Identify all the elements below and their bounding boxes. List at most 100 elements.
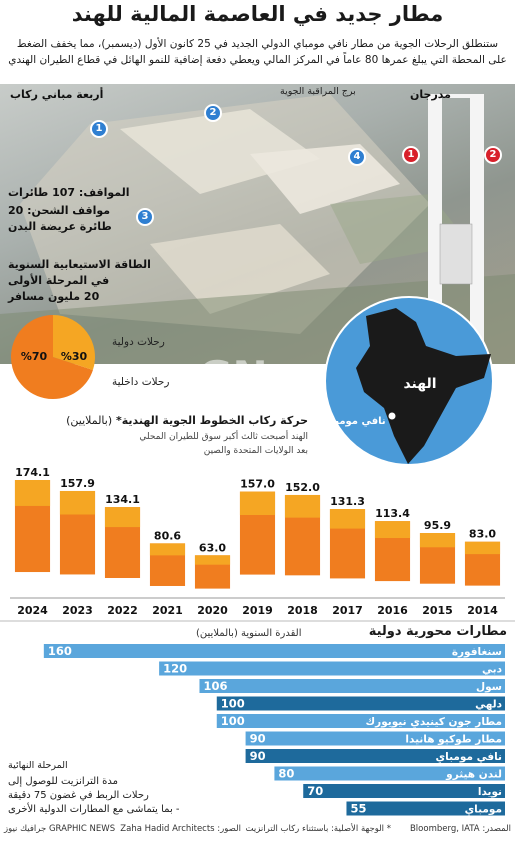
bar-international-2022 [104, 507, 141, 528]
terminal-pin-4: 4 [348, 148, 366, 166]
hub-name: سنغافورة [452, 646, 502, 658]
bar-value-label: 113.4 [375, 507, 410, 520]
airport-illustration [0, 94, 515, 364]
bar-international-2018 [284, 494, 321, 518]
dom-legend: رحلات داخلية [112, 376, 170, 388]
hub-bar [216, 714, 505, 728]
capacity-line3: 20 مليون مسافر [8, 290, 100, 303]
pie-slice-international [53, 315, 95, 370]
bar-value-label: 63.0 [199, 541, 226, 554]
terminals-label: أربعة مباني ركاب [10, 88, 104, 101]
bar-value-label: 157.0 [240, 478, 275, 491]
intl-legend: رحلات دولية [112, 336, 165, 348]
hub-bar [274, 766, 505, 781]
bar-international-2019 [239, 491, 276, 515]
hubs-subtitle: القدرة السنوية (بالملايين) [196, 628, 302, 639]
hub-bar [216, 696, 505, 711]
hub-note-1: مدة الترانزيت للوصول إلى [8, 776, 119, 787]
hub-bar [199, 679, 505, 693]
hub-bar [245, 731, 505, 746]
section-divider [0, 620, 515, 622]
capacity-title: الطاقة الاستيعابية السنوية [8, 258, 151, 271]
hub-value: 70 [307, 784, 323, 798]
hub-note-3: - بما يتماشى مع المطارات الدولية الأخرى [8, 804, 180, 815]
year-tick-label: 2024 [17, 604, 48, 617]
year-tick-label: 2015 [422, 604, 453, 617]
bar-international-2021 [149, 543, 186, 556]
chart-title-unit: (بالملايين) [66, 414, 113, 427]
hub-name: لندن هيثرو [445, 769, 502, 781]
passenger-bar-chart: 83.0 2014 95.9 2015 113.4 2016 131.3 2017 152.0 2… [10, 466, 505, 617]
hub-bar [43, 644, 506, 658]
footer-source: المصدر: Bloomberg, IATA [409, 824, 511, 834]
terminal-pin-3: 3 [136, 208, 154, 226]
hubs-title: مطارات محورية دولية [368, 624, 507, 639]
hub-value: 80 [278, 767, 294, 781]
cargo-label: مواقف الشحن: 20 [8, 204, 111, 217]
hub-value: 106 [203, 679, 227, 693]
hub-value: 90 [250, 732, 266, 746]
bar-international-2015 [419, 533, 456, 548]
runways-label: مدرجان [410, 88, 451, 101]
hub-name: سول [476, 681, 502, 693]
hub-value: 55 [350, 802, 366, 816]
india-map: الهند نافي مومباي [322, 296, 494, 466]
year-tick-label: 2023 [62, 604, 93, 617]
chart-annotation-1: الهند أصبحت ثالث أكبر سوق للطيران المحلي [139, 432, 308, 442]
hubs-bar-chart: 160 سنغافورة 120 دبي 106 سول 100 دلهي 100 مطار جو… [43, 644, 506, 816]
hub-name: نافي مومباي [436, 751, 503, 763]
bar-international-2023 [59, 490, 96, 515]
chart-title-text: حركة ركاب الخطوط الجوية الهندية* [115, 414, 308, 427]
hub-value: 160 [48, 644, 72, 658]
pie-intl-pct: %30 [61, 350, 88, 363]
bar-value-label: 95.9 [424, 519, 451, 532]
watermark-text: GRAPHIC NEWS [148, 456, 363, 486]
watermark-logo: GN [198, 352, 268, 401]
hub-name: نويدا [478, 786, 502, 798]
capacity-line2: في المرحلة الأولى [8, 274, 110, 287]
bar-international-2016 [374, 521, 411, 539]
year-tick-label: 2016 [377, 604, 408, 617]
terminal-pin-1: 1 [90, 120, 108, 138]
bar-value-label: 131.3 [330, 495, 365, 508]
widebody-label: طائرة عريضة البدن [8, 220, 112, 233]
bar-value-label: 157.9 [60, 477, 95, 490]
bar-value-label: 80.6 [154, 529, 181, 542]
map-city-label: نافي مومباي [322, 416, 385, 427]
bar-international-2020 [194, 555, 231, 565]
year-tick-label: 2022 [107, 604, 138, 617]
chart-title: حركة ركاب الخطوط الجوية الهندية* (بالملا… [8, 414, 308, 427]
year-tick-label: 2017 [332, 604, 363, 617]
map-country-label: الهند [403, 376, 436, 392]
bar-value-label: 152.0 [285, 481, 320, 494]
runway-pin-2: 2 [484, 146, 502, 164]
pie-slice-domestic [10, 315, 93, 399]
india-shape [356, 308, 491, 464]
hub-value: 100 [221, 714, 245, 728]
footer-note: * الوجهة الأصلية: باستثناء ركاب الترانزي… [245, 824, 392, 834]
year-tick-label: 2014 [467, 604, 498, 617]
hub-bar [245, 749, 505, 763]
final-phase-label: المرحلة النهائية [8, 760, 68, 771]
hub-name: مطار جون كينيدي نيويورك [366, 716, 502, 728]
hub-note-2: رحلات الربط في غضون 75 دقيقة [8, 790, 149, 801]
hub-value: 120 [163, 662, 187, 676]
intro-text: ستنطلق الرحلات الجوية من مطار نافي مومبا… [8, 38, 507, 66]
year-tick-label: 2018 [287, 604, 318, 617]
bar-value-label: 174.1 [15, 466, 50, 479]
navi-mumbai-marker [387, 411, 397, 421]
runway-pin-1: 1 [402, 146, 420, 164]
terminal-pin-2: 2 [204, 104, 222, 122]
hub-value: 100 [221, 697, 245, 711]
hub-bar [159, 661, 505, 676]
hub-value: 90 [250, 749, 266, 763]
airport-aerial-photo: أربعة مباني ركاب برج المراقبة الجوية مدر… [0, 84, 515, 364]
year-tick-label: 2019 [242, 604, 273, 617]
hub-name: مومباي [465, 804, 502, 816]
parking-label: المواقف: 107 طائرات [8, 186, 130, 199]
bar-international-2024 [14, 479, 51, 506]
hub-bar [346, 801, 505, 816]
hub-name: دلهي [475, 699, 502, 711]
footer-photo: الصور: Zaha Hadid Architects [120, 824, 241, 834]
tower-label: برج المراقبة الجوية [280, 86, 356, 97]
